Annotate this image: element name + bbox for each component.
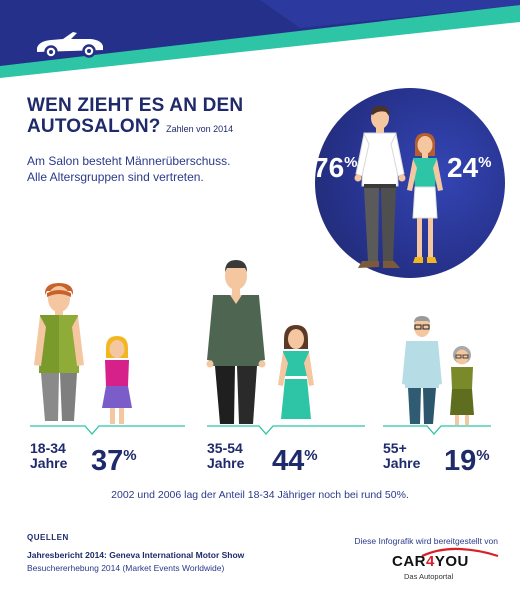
age-label-18-34: 18-34 Jahre bbox=[30, 440, 68, 471]
logo-car-swoosh-icon bbox=[421, 547, 499, 558]
middle-age-man-figure bbox=[206, 260, 266, 424]
historical-note: 2002 und 2006 lag der Anteil 18-34 Jähri… bbox=[111, 489, 409, 501]
subtitle: Am Salon besteht Männerüberschuss. Alle … bbox=[27, 153, 230, 185]
subtitle-line-1: Am Salon besteht Männerüberschuss. bbox=[27, 154, 231, 168]
age-baseline bbox=[30, 425, 491, 435]
logo-tagline: Das Autoportal bbox=[404, 572, 454, 581]
provided-by-text: Diese Infografik wird bereitgestellt von bbox=[354, 536, 498, 546]
source-line-1: Jahresbericht 2014: Geneva International… bbox=[27, 550, 245, 560]
title-line-2: AUTOSALON? bbox=[27, 116, 161, 137]
male-percentage: 76% bbox=[313, 152, 358, 183]
age-label-35-54: 35-54 Jahre bbox=[207, 440, 245, 471]
female-percentage: 24% bbox=[447, 152, 492, 183]
source-line-2: Besuchererhebung 2014 (Market Events Wor… bbox=[27, 563, 225, 573]
man-figure bbox=[354, 105, 406, 268]
subtitle-line-2: Alle Altersgruppen sind vertreten. bbox=[27, 170, 204, 184]
header-banner bbox=[0, 0, 520, 78]
young-girl-figure bbox=[102, 336, 132, 424]
car4you-logo[interactable]: CAR4YOU bbox=[392, 553, 469, 570]
age-label-55-plus: 55+ Jahre bbox=[383, 440, 421, 471]
year-note: Zahlen von 2014 bbox=[166, 124, 234, 134]
title-line-1: WEN ZIEHT ES AN DEN bbox=[27, 95, 244, 116]
woman-figure bbox=[407, 133, 443, 263]
middle-age-woman-figure bbox=[278, 325, 314, 419]
age-percentage-18-34: 37% bbox=[91, 445, 137, 477]
sources-heading: QUELLEN bbox=[27, 533, 69, 542]
young-man-figure bbox=[34, 283, 84, 421]
age-percentage-35-54: 44% bbox=[272, 445, 318, 477]
convertible-car-icon bbox=[37, 32, 103, 59]
age-percentage-55-plus: 19% bbox=[444, 445, 490, 477]
senior-man-figure bbox=[402, 316, 442, 424]
page-title: WEN ZIEHT ES AN DEN AUTOSALON? Zahlen vo… bbox=[27, 95, 243, 140]
senior-woman-figure bbox=[450, 346, 474, 425]
